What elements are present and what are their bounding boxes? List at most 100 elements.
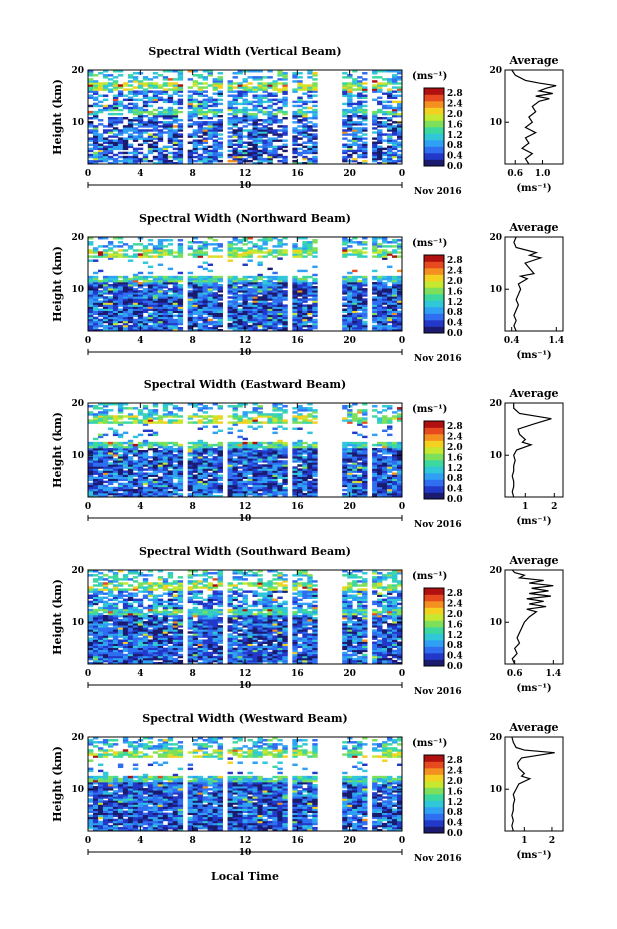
heatmap-cell <box>382 112 388 116</box>
heatmap-cell <box>277 306 283 309</box>
heatmap-cell <box>292 277 298 281</box>
heatmap-cell <box>142 290 149 293</box>
colorbar-tick-label: 0.4 <box>447 319 463 329</box>
heatmap-cell <box>247 292 253 295</box>
heatmap-cell <box>187 468 194 471</box>
heatmap-cell <box>92 405 99 408</box>
heatmap-cell <box>312 123 318 126</box>
heatmap-cell <box>97 464 104 467</box>
colorbar-tick-label: 0.0 <box>447 162 463 172</box>
heatmap-cell <box>112 314 119 318</box>
heatmap-cell <box>97 82 104 85</box>
heatmap-cell <box>207 443 213 447</box>
heatmap-cell <box>237 296 243 299</box>
heatmap-cell <box>88 456 94 459</box>
heatmap-cell <box>177 72 184 75</box>
heatmap-cell <box>107 104 114 108</box>
heatmap-cell <box>187 271 194 275</box>
heatmap-cell <box>157 482 164 486</box>
heatmap-cell <box>372 466 378 469</box>
heatmap-cell <box>187 318 194 322</box>
heatmap-cell <box>392 326 398 330</box>
heatmap-cell <box>252 452 258 455</box>
heatmap-cell <box>202 151 209 155</box>
heatmap-cell <box>97 290 104 293</box>
heatmap-cell <box>297 80 303 83</box>
heatmap-cell <box>352 290 358 293</box>
heatmap-cell <box>152 96 159 100</box>
heatmap-cell <box>172 161 179 165</box>
heatmap-cell <box>357 253 363 256</box>
heatmap-cell <box>197 106 204 110</box>
heatmap-cell <box>307 141 313 144</box>
heatmap-cell <box>202 488 209 492</box>
heatmap-cell <box>307 304 313 307</box>
heatmap-cell <box>197 127 204 130</box>
heatmap-cell <box>207 322 213 326</box>
heatmap-cell <box>342 454 348 457</box>
heatmap-cell <box>132 320 139 324</box>
heatmap-cell <box>192 149 199 153</box>
heatmap-cell <box>197 125 204 128</box>
heatmap-cell <box>117 458 124 461</box>
heatmap-cell <box>92 145 99 149</box>
heatmap-cell <box>387 88 393 91</box>
heatmap-cell <box>272 131 278 134</box>
heatmap-cell <box>247 284 253 287</box>
heatmap-cell <box>357 452 363 455</box>
heatmap-cell <box>257 488 263 492</box>
heatmap-cell <box>362 129 368 132</box>
heatmap-cell <box>167 296 174 299</box>
heatmap-cell <box>217 123 223 126</box>
heatmap-cell <box>142 121 149 124</box>
heatmap-cell <box>372 112 378 116</box>
heatmap-cell <box>362 464 368 467</box>
heatmap-cell <box>167 492 174 496</box>
heatmap-cell <box>352 127 358 130</box>
heatmap-cell <box>267 123 273 126</box>
heatmap-cell <box>372 239 378 242</box>
heatmap-cell <box>267 70 273 73</box>
heatmap-cell <box>107 106 114 110</box>
heatmap-cell <box>252 316 258 320</box>
heatmap-cell <box>292 324 298 328</box>
heatmap-cell <box>387 117 393 120</box>
heatmap-cell <box>237 326 243 330</box>
heatmap-cell <box>192 450 199 453</box>
heatmap-cell <box>387 328 393 332</box>
heatmap-cell <box>112 94 119 97</box>
heatmap-cell <box>232 423 238 426</box>
heatmap-cell <box>142 324 149 328</box>
heatmap-cell <box>307 312 313 316</box>
heatmap-cell <box>267 310 273 314</box>
heatmap-cell <box>252 127 258 130</box>
heatmap-cell <box>97 155 104 159</box>
heatmap-cell <box>352 296 358 299</box>
heatmap-cell <box>382 241 388 244</box>
heatmap-cell <box>392 159 398 163</box>
heatmap-cell <box>312 84 318 87</box>
heatmap-cell <box>262 84 268 87</box>
heatmap-cell <box>307 70 313 73</box>
heatmap-cell <box>357 474 363 477</box>
heatmap-cell <box>357 292 363 295</box>
heatmap-cell <box>202 123 209 126</box>
heatmap-cell <box>232 135 238 138</box>
heatmap-cell <box>102 139 109 142</box>
heatmap-cell <box>267 161 273 165</box>
heatmap-cell <box>297 450 303 453</box>
heatmap-cell <box>267 324 273 328</box>
heatmap-cell <box>92 98 99 102</box>
heatmap-cell <box>312 450 318 453</box>
heatmap-cell <box>122 281 129 285</box>
heatmap-cell <box>362 411 368 414</box>
heatmap-cell <box>382 251 388 254</box>
heatmap-cell <box>237 316 243 320</box>
heatmap-cell <box>177 290 184 293</box>
heatmap-cell <box>127 159 134 163</box>
heatmap-cell <box>242 108 248 112</box>
heatmap-cell <box>262 300 268 303</box>
heatmap-cell <box>277 300 283 303</box>
heatmap-cell <box>107 131 114 134</box>
heatmap-cell <box>207 263 213 267</box>
